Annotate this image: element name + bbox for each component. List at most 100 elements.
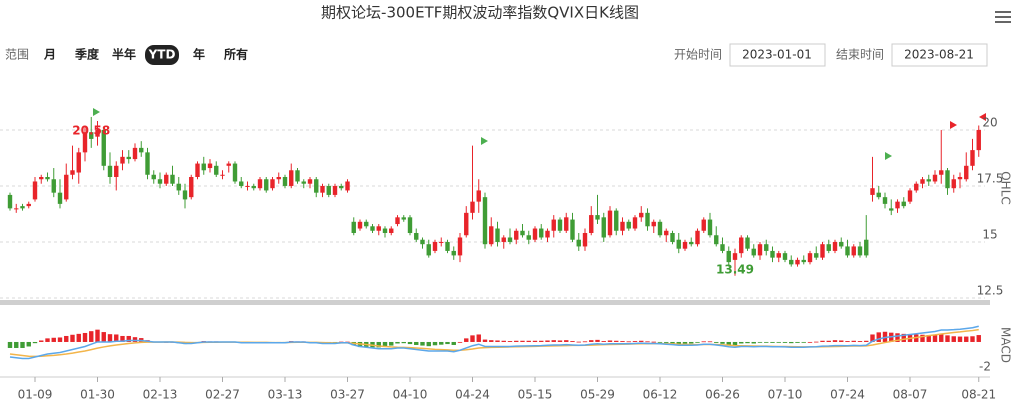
macd-bar [864,340,869,342]
macd-bar [426,341,431,347]
candle-body [51,179,56,193]
macd-bar [632,341,638,342]
macd-bar [432,341,438,346]
macd-bar [395,341,400,344]
candle-body [414,233,419,240]
candle-body [195,163,200,177]
macd-bar [789,341,794,344]
candle-body [907,190,913,202]
candle-body [364,221,369,227]
macd-bar [557,340,563,342]
macd-bar [457,341,463,343]
candle-body [889,208,894,211]
candle-body [114,165,119,177]
macd-bar [414,341,419,345]
macd-bar [820,340,825,342]
candle-body [795,259,800,265]
marker [481,137,488,145]
candle-body [145,152,150,175]
candle-body [270,179,275,189]
candle-body [14,208,19,210]
x-tick-label: 03-13 [268,388,303,402]
menu-bar [995,16,1011,18]
candle-body [207,163,213,169]
candle-body [676,239,681,249]
macd-tick-label: -2 [979,359,991,373]
macd-bar [501,340,506,342]
candle-body [451,250,456,256]
candle-body [457,237,463,256]
navigator-divider [0,300,990,305]
candle-body [101,129,106,166]
macd-bar [476,334,481,342]
macd-bar [551,340,556,342]
start-label: 开始时间 [674,48,722,62]
candle-body [682,241,688,249]
candle-body [464,212,469,236]
candle-body [557,219,563,231]
candle-body [745,237,750,249]
macd-bar [657,341,663,343]
candle-body [301,181,306,184]
candle-body [657,221,663,236]
candle-body [920,179,925,184]
end-date[interactable]: 2023-08-21 [904,48,974,62]
marker [979,113,986,121]
macd-bar [120,335,125,342]
range-button[interactable]: YTD [148,48,176,62]
range-button[interactable]: 半年 [112,47,136,62]
range-button[interactable]: 季度 [74,47,100,62]
x-tick-label: 07-24 [830,388,865,402]
candle-body [439,241,444,243]
candle-body [520,230,525,236]
macd-bar [920,334,925,342]
range-button[interactable]: 月 [43,48,56,62]
x-tick-label: 07-10 [768,388,803,402]
macd-bar [939,333,944,342]
candle-body [570,219,575,240]
candle-body [551,219,556,231]
macd-bar [420,341,425,346]
menu-icon[interactable] [995,11,1011,23]
candle-body [389,228,394,234]
x-tick-label: 05-15 [518,388,553,402]
macd-bar [670,341,675,344]
macd-bar [51,337,56,342]
macd-bar [932,335,938,342]
candle-body [57,192,63,204]
candle-body [276,176,281,180]
start-date[interactable]: 2023-01-01 [742,48,812,62]
x-tick-label: 08-21 [961,388,996,402]
candle-body [245,185,250,187]
macd-bar [7,341,13,348]
macd-bar [520,340,525,342]
candle-body [126,156,131,160]
candle-body [720,244,725,251]
candle-body [876,192,881,198]
candle-body [157,179,163,184]
macd-bar [545,340,550,342]
end-input[interactable] [891,43,988,67]
candle-body [739,237,744,254]
macd-bar [782,341,788,343]
candle-body [882,197,888,204]
macd-bar [770,341,775,343]
macd-bar [14,341,19,348]
macd-bar [589,340,594,342]
range-button[interactable]: 所有 [224,47,248,62]
candle-body [707,219,713,236]
macd-bar [651,341,656,343]
macd-bar [795,341,800,343]
candle-body [626,221,631,229]
candle-body [264,179,269,191]
candle-body [601,217,606,238]
candle-body [564,217,569,231]
macd-bar [639,340,644,342]
macd-bar [970,336,975,342]
selected-button-bg[interactable] [145,45,179,65]
candle-body [132,147,138,160]
macd-bar [976,335,981,342]
start-input[interactable] [729,43,826,67]
x-tick-label: 06-12 [643,388,678,402]
range-button[interactable]: 年 [193,47,205,62]
